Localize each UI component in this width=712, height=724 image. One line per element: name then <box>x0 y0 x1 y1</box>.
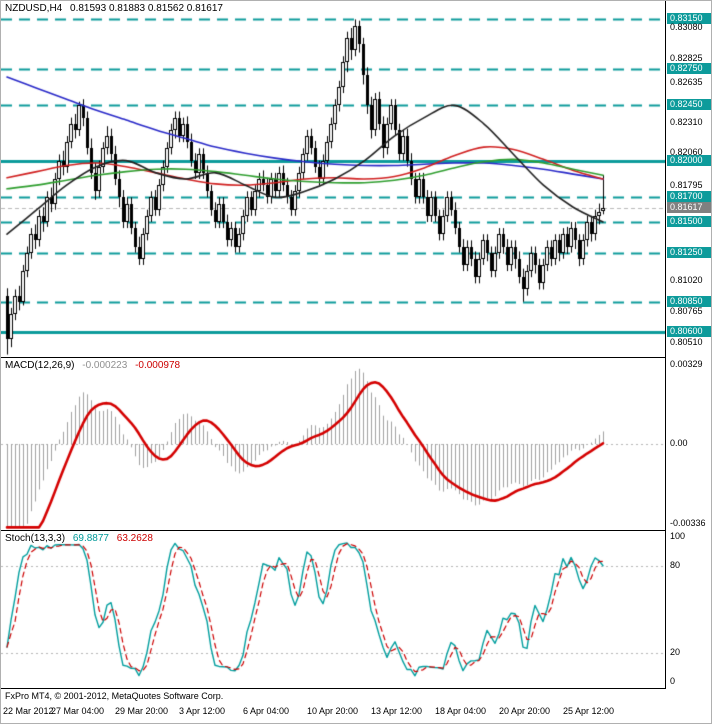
price-level-label: 0.81700 <box>667 191 711 202</box>
stoch-panel <box>1 531 665 688</box>
time-axis-label: 20 Apr 20:00 <box>499 706 551 716</box>
stoch-axis-label: 100 <box>670 531 686 541</box>
price-chart-panel <box>1 1 665 357</box>
time-axis-label: 22 Mar 2012 <box>3 706 54 716</box>
price-level-label: 0.80600 <box>667 326 711 337</box>
time-axis-label: 27 Mar 04:00 <box>51 706 105 716</box>
stoch-axis-label: 0 <box>670 676 676 686</box>
time-axis-label: 25 Apr 12:00 <box>563 706 615 716</box>
price-axis-label: 0.80510 <box>670 337 703 347</box>
stoch-signal-value: 63.2628 <box>116 533 153 544</box>
macd-signal-value: -0.000978 <box>135 360 181 371</box>
macd-indicator-label: MACD(12,26,9) -0.000223 -0.000978 <box>5 360 185 371</box>
macd-main-value: -0.000223 <box>82 360 128 371</box>
macd-panel <box>1 358 665 530</box>
price-axis-label: 0.81795 <box>670 180 703 190</box>
stoch-indicator-label: Stoch(13,3,3) 69.8877 63.2628 <box>5 533 158 544</box>
ohlc-values: 0.81593 0.81883 0.81562 0.81617 <box>70 3 223 14</box>
price-level-label: 0.81250 <box>667 247 711 258</box>
stoch-main-value: 69.8877 <box>72 533 109 544</box>
price-level-label: 0.82750 <box>667 63 711 74</box>
copyright-notice: FxPro MT4, © 2001-2012, MetaQuotes Softw… <box>5 691 224 701</box>
stoch-name: Stoch(13,3,3) <box>5 533 66 544</box>
stoch-chart-canvas[interactable] <box>1 531 665 688</box>
time-axis-label: 29 Mar 20:00 <box>115 706 169 716</box>
time-axis-label: 13 Apr 12:00 <box>371 706 423 716</box>
macd-name: MACD(12,26,9) <box>5 360 75 371</box>
price-axis[interactable]: 0.83150 0.83080 0.82825 0.82750 0.82635 0.824… <box>665 1 711 689</box>
price-axis-label: 0.82060 <box>670 147 703 157</box>
price-level-label: 0.82450 <box>667 99 711 110</box>
price-axis-label: 0.82825 <box>670 53 703 63</box>
time-axis-label: 18 Apr 04:00 <box>435 706 487 716</box>
price-axis-label: 0.81020 <box>670 275 703 285</box>
macd-axis-label: -0.00336 <box>670 518 706 528</box>
price-axis-label: 0.83080 <box>670 22 703 32</box>
time-axis-labels: 22 Mar 2012 27 Mar 04:00 29 Mar 20:00 3 Apr… <box>1 706 711 720</box>
time-axis-label: 6 Apr 04:00 <box>243 706 290 716</box>
macd-axis-label: 0.00 <box>670 438 688 448</box>
price-level-label: 0.83150 <box>667 13 711 24</box>
price-level-label: 0.82000 <box>667 155 711 166</box>
price-axis-label: 0.80765 <box>670 306 703 316</box>
time-axis-label: 10 Apr 20:00 <box>307 706 359 716</box>
panel-divider <box>1 688 711 689</box>
current-price-label: 0.81617 <box>667 202 711 213</box>
panel-divider[interactable] <box>1 530 711 531</box>
price-chart-canvas[interactable] <box>1 1 665 357</box>
time-axis-label: 3 Apr 12:00 <box>179 706 226 716</box>
macd-axis-label: 0.00329 <box>670 359 703 369</box>
price-axis-label: 0.82635 <box>670 77 703 87</box>
price-axis-label: 0.82310 <box>670 117 703 127</box>
symbol-timeframe-label: NZDUSD,H4 <box>5 3 63 14</box>
stoch-axis-label: 20 <box>670 647 681 657</box>
panel-divider[interactable] <box>1 357 711 358</box>
chart-title: NZDUSD,H4 0.81593 0.81883 0.81562 0.8161… <box>5 3 228 14</box>
price-level-label: 0.80850 <box>667 296 711 307</box>
time-axis[interactable]: FxPro MT4, © 2001-2012, MetaQuotes Softw… <box>1 689 711 723</box>
stoch-axis-label: 80 <box>670 560 681 570</box>
price-level-label: 0.81500 <box>667 216 711 227</box>
macd-chart-canvas[interactable] <box>1 358 665 530</box>
